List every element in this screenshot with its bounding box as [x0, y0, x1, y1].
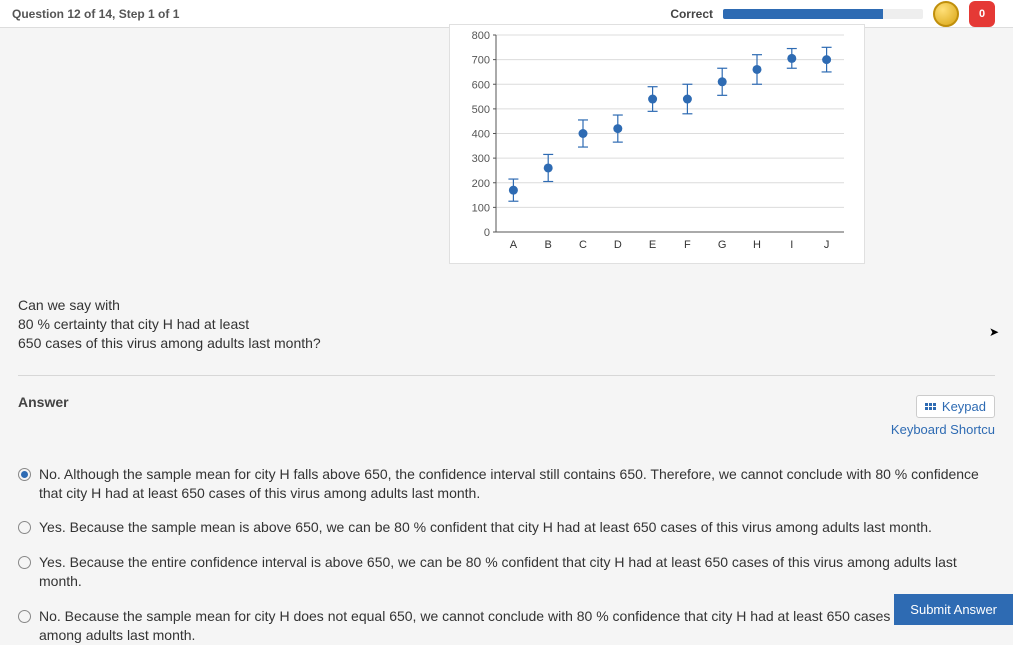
- question-line: 80 % certainty that city H had at least: [18, 315, 995, 334]
- question-text: Can we say with 80 % certainty that city…: [18, 296, 995, 353]
- radio-button[interactable]: [18, 610, 31, 623]
- divider: [18, 375, 995, 376]
- svg-text:H: H: [753, 239, 761, 251]
- option-text: Yes. Because the entire confidence inter…: [39, 553, 995, 591]
- correct-label: Correct: [670, 7, 713, 21]
- progress-bar: [723, 9, 923, 19]
- chart-container: 0 100 200 300 400 500 600 700 800 A B C D E F G H I J: [449, 24, 865, 264]
- svg-text:600: 600: [471, 79, 489, 91]
- svg-text:500: 500: [471, 104, 489, 116]
- svg-text:B: B: [544, 239, 551, 251]
- svg-text:F: F: [684, 239, 691, 251]
- option-row[interactable]: Yes. Because the entire confidence inter…: [18, 553, 995, 591]
- cursor-icon: ➤: [989, 325, 999, 339]
- submit-answer-button[interactable]: Submit Answer: [894, 594, 1013, 625]
- svg-text:A: A: [509, 239, 517, 251]
- question-line: Can we say with: [18, 296, 995, 315]
- medal-icon: [933, 1, 959, 27]
- lives-badge: 0: [969, 1, 995, 27]
- svg-text:700: 700: [471, 55, 489, 67]
- svg-text:I: I: [790, 239, 793, 251]
- answer-title: Answer: [18, 394, 69, 410]
- option-row[interactable]: No. Although the sample mean for city H …: [18, 465, 995, 503]
- svg-text:E: E: [648, 239, 655, 251]
- svg-text:J: J: [823, 239, 829, 251]
- svg-text:400: 400: [471, 129, 489, 141]
- keypad-button[interactable]: Keypad: [916, 395, 995, 418]
- options-list: No. Although the sample mean for city H …: [18, 465, 995, 645]
- option-row[interactable]: No. Because the sample mean for city H d…: [18, 607, 995, 645]
- svg-text:G: G: [717, 239, 726, 251]
- svg-text:0: 0: [483, 227, 489, 239]
- option-text: Yes. Because the sample mean is above 65…: [39, 518, 932, 537]
- option-text: No. Although the sample mean for city H …: [39, 465, 995, 503]
- keypad-label: Keypad: [942, 399, 986, 414]
- option-text: No. Because the sample mean for city H d…: [39, 607, 995, 645]
- keypad-icon: [925, 403, 936, 410]
- radio-button[interactable]: [18, 468, 31, 481]
- svg-text:C: C: [579, 239, 587, 251]
- answer-header-right: Keypad Keyboard Shortcu: [891, 394, 995, 437]
- svg-text:200: 200: [471, 178, 489, 190]
- answer-header: Answer Keypad Keyboard Shortcu: [18, 394, 995, 437]
- keyboard-shortcut-link[interactable]: Keyboard Shortcu: [891, 422, 995, 437]
- option-row[interactable]: Yes. Because the sample mean is above 65…: [18, 518, 995, 537]
- radio-button[interactable]: [18, 556, 31, 569]
- svg-text:800: 800: [471, 30, 489, 42]
- chart-zone: 0 100 200 300 400 500 600 700 800 A B C D E F G H I J: [18, 24, 995, 264]
- progress-fill: [723, 9, 883, 19]
- svg-text:100: 100: [471, 202, 489, 214]
- radio-button[interactable]: [18, 521, 31, 534]
- header-right: Correct 0: [179, 1, 1001, 27]
- svg-text:300: 300: [471, 153, 489, 165]
- error-bar-chart: 0 100 200 300 400 500 600 700 800 A B C D E F G H I J: [454, 29, 854, 254]
- svg-text:D: D: [613, 239, 621, 251]
- question-line: 650 cases of this virus among adults las…: [18, 334, 995, 353]
- question-step-label: Question 12 of 14, Step 1 of 1: [12, 7, 179, 21]
- content: 0 100 200 300 400 500 600 700 800 A B C D E F G H I J Can …: [0, 24, 1013, 645]
